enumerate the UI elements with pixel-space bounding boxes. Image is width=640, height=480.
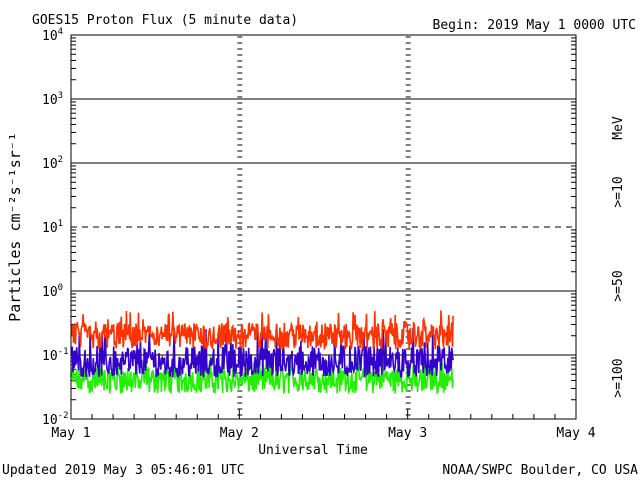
y-tick-label: 101 [42,219,63,236]
updated-label: Updated 2019 May 3 05:46:01 UTC [2,463,245,478]
y-tick-label: 10-2 [42,411,69,428]
x-tick-label: May 1 [51,426,90,441]
legend-item-50mev: >=50 [611,270,626,301]
data-series [70,310,454,395]
y-tick-label: 104 [42,27,63,44]
credit-label: NOAA/SWPC Boulder, CO USA [442,463,638,478]
series-line [70,310,454,351]
chart-title: GOES15 Proton Flux (5 minute data) [32,13,298,28]
y-axis-label: Particles cm⁻²s⁻¹sr⁻¹ [6,132,24,322]
x-tick-labels: May 1 May 2 May 3 May 4 [51,426,595,441]
y-tick-labels: 10-2 10-1 100 101 102 103 104 [42,27,69,428]
legend-item-10mev: >=10 [611,176,626,207]
x-axis-label: Universal Time [258,443,368,458]
y-tick-label: 102 [42,155,63,172]
y-tick-label: 103 [42,91,63,108]
y-tick-label: 10-1 [42,347,69,364]
y-tick-label: 100 [42,283,63,300]
begin-label: Begin: 2019 May 1 0000 UTC [433,18,637,33]
legend-unit: MeV [611,116,626,140]
x-tick-label: May 3 [388,426,427,441]
x-tick-label: May 4 [556,426,595,441]
plot-frame [70,34,577,420]
legend-item-100mev: >=100 [611,358,626,397]
x-tick-label: May 2 [220,426,259,441]
